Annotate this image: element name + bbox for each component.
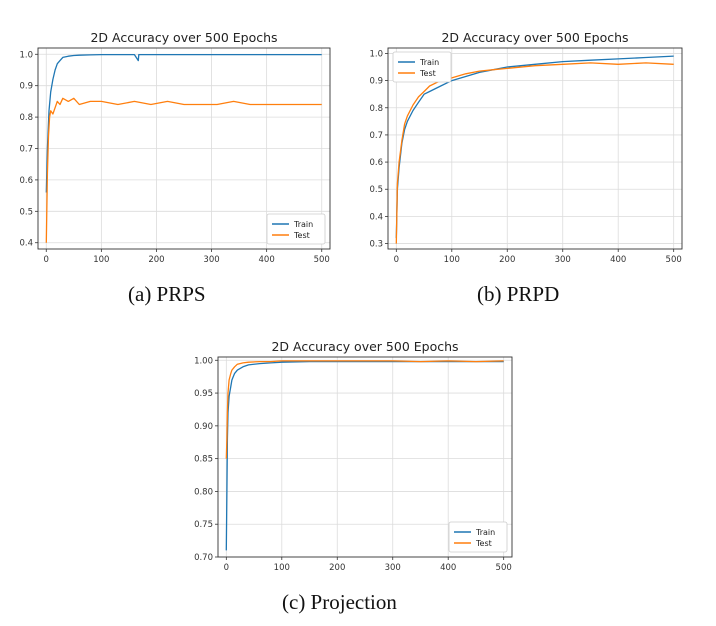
prps-xtick-label: 100 — [93, 255, 109, 265]
projection-xtick-label: 400 — [440, 563, 456, 573]
prpd-ytick-label: 0.6 — [369, 158, 383, 168]
prps-axes-frame — [37, 47, 331, 250]
prps-xtick-label: 200 — [148, 255, 164, 265]
prpd-xtick-label: 400 — [610, 255, 626, 265]
prps-legend-label-train: Train — [293, 220, 313, 229]
prps-ytick-label: 1.0 — [19, 50, 33, 60]
prps-legend: Train Test — [266, 213, 326, 245]
prpd-xtick-label: 300 — [555, 255, 571, 265]
prpd-xtick-label: 0 — [394, 255, 399, 265]
prps-series-train — [45, 53, 322, 193]
prpd-ytick-label: 0.8 — [369, 104, 383, 114]
caption-prps: (a) PRPS — [128, 282, 206, 306]
projection-legend: Train Test — [448, 521, 508, 553]
prps-ytick-label: 0.4 — [19, 239, 33, 249]
projection-xtick-label: 500 — [496, 563, 512, 573]
prps-legend-label-test: Test — [293, 231, 310, 240]
prps-xtick-label: 0 — [44, 255, 49, 265]
projection-title: 2D Accuracy over 500 Epochs — [271, 339, 458, 354]
prpd-ytick-label: 1.0 — [369, 49, 383, 59]
prpd-ytick-label: 0.3 — [369, 240, 383, 250]
prpd-ytick-label: 0.9 — [369, 77, 383, 87]
prpd-xtick-label: 200 — [499, 255, 515, 265]
caption-projection: (c) Projection — [282, 590, 397, 614]
prpd-ytick-label: 0.4 — [369, 212, 383, 222]
prpd-axes-frame — [387, 47, 683, 250]
projection-ytick-label: 0.70 — [194, 553, 213, 563]
prps-xtick-label: 500 — [314, 255, 330, 265]
projection-legend-label-train: Train — [475, 528, 495, 537]
projection-xtick-label: 0 — [224, 563, 229, 573]
projection-ytick-label: 0.80 — [194, 487, 213, 497]
prps-legend-box — [266, 213, 326, 245]
projection-ytick-label: 0.95 — [194, 389, 213, 399]
projection-series-test — [225, 360, 504, 459]
prpd-xtick-label: 100 — [444, 255, 460, 265]
caption-prpd: (b) PRPD — [477, 282, 560, 306]
prps-ytick-label: 0.9 — [19, 82, 33, 92]
projection-xtick-label: 100 — [274, 563, 290, 573]
prps-series-test — [45, 97, 322, 243]
prps-ytick-label: 0.6 — [19, 176, 33, 186]
prpd-xtick-label: 500 — [666, 255, 682, 265]
projection-xtick-label: 200 — [329, 563, 345, 573]
prpd-ytick-label: 0.7 — [369, 131, 383, 141]
projection-axes-frame — [217, 356, 513, 558]
prps-ytick-label: 0.8 — [19, 113, 33, 123]
projection-ytick-label: 0.90 — [194, 422, 213, 432]
prpd-title: 2D Accuracy over 500 Epochs — [441, 30, 628, 45]
projection-legend-box — [448, 521, 508, 553]
projection-xtick-label: 300 — [385, 563, 401, 573]
prpd-legend-label-train: Train — [419, 58, 439, 67]
prpd-ytick-label: 0.5 — [369, 185, 383, 195]
projection-ytick-label: 0.75 — [194, 520, 213, 530]
projection-legend-label-test: Test — [475, 539, 492, 548]
projection-ytick-label: 1.00 — [194, 356, 213, 366]
prps-xtick-label: 300 — [203, 255, 219, 265]
prpd-series-train — [395, 55, 674, 239]
prps-ytick-label: 0.7 — [19, 145, 33, 155]
prpd-legend-box — [392, 51, 452, 83]
prps-title: 2D Accuracy over 500 Epochs — [90, 30, 277, 45]
prps-ytick-label: 0.5 — [19, 207, 33, 217]
prpd-legend-label-test: Test — [419, 69, 436, 78]
prps-xtick-label: 400 — [259, 255, 275, 265]
projection-ytick-label: 0.85 — [194, 455, 213, 465]
prpd-legend: Train Test — [392, 51, 452, 83]
